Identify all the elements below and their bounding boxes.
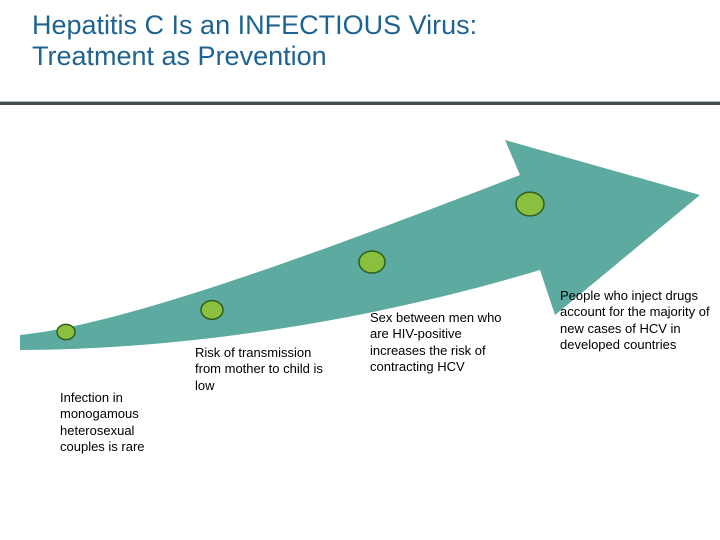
title-line-2: Treatment as Prevention xyxy=(32,41,327,71)
marker-dot-1 xyxy=(57,324,75,339)
page-title: Hepatitis C Is an INFECTIOUS Virus: Trea… xyxy=(32,10,688,72)
note-msm-hiv: Sex between men who are HIV-positive inc… xyxy=(370,310,520,375)
divider xyxy=(0,92,720,96)
title-block: Hepatitis C Is an INFECTIOUS Virus: Trea… xyxy=(32,10,688,72)
note-mother-to-child: Risk of transmission from mother to chil… xyxy=(195,345,330,394)
note-infection-monogamous: Infection in monogamous heterosexual cou… xyxy=(60,390,180,455)
marker-dot-4 xyxy=(516,192,544,216)
marker-dot-2 xyxy=(201,301,223,320)
slide: Hepatitis C Is an INFECTIOUS Virus: Trea… xyxy=(0,0,720,540)
marker-dot-3 xyxy=(359,251,385,273)
note-inject-drugs: People who inject drugs account for the … xyxy=(560,288,710,353)
title-line-1: Hepatitis C Is an INFECTIOUS Virus: xyxy=(32,10,477,40)
